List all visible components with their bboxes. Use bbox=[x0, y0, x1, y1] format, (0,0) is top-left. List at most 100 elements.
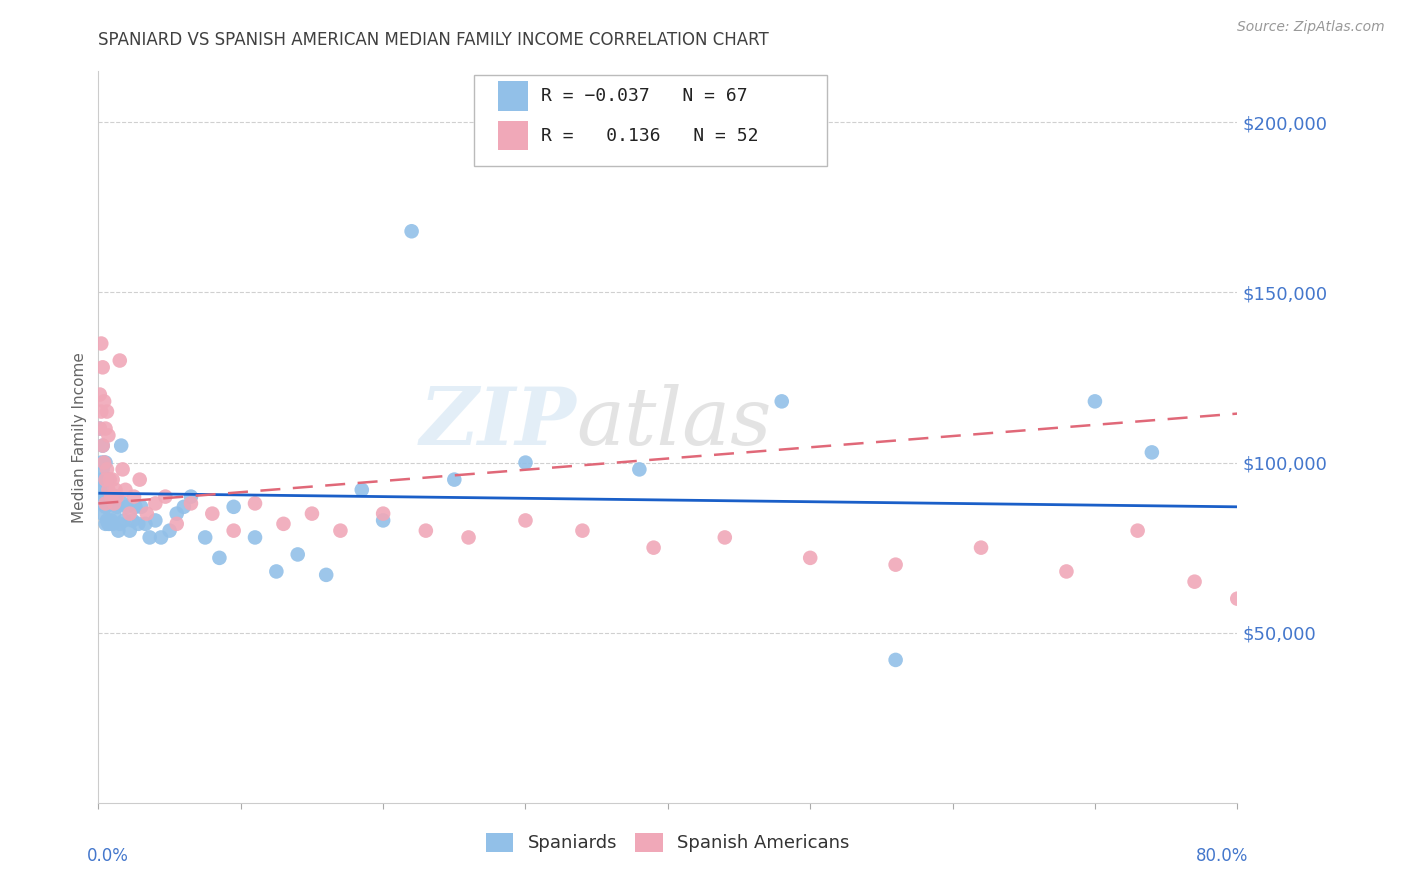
Point bbox=[94, 516, 117, 531]
Point bbox=[1056, 565, 1078, 579]
Point bbox=[100, 513, 122, 527]
Point bbox=[96, 473, 118, 487]
Point bbox=[89, 421, 111, 435]
FancyBboxPatch shape bbox=[474, 75, 827, 167]
Point bbox=[93, 496, 115, 510]
Point bbox=[91, 439, 114, 453]
Point bbox=[94, 473, 117, 487]
Point bbox=[101, 516, 124, 531]
Point bbox=[93, 456, 115, 470]
Point bbox=[134, 516, 156, 531]
Point bbox=[155, 490, 177, 504]
Point bbox=[121, 513, 143, 527]
Point bbox=[243, 496, 266, 510]
Point bbox=[112, 513, 135, 527]
Point bbox=[222, 524, 245, 538]
Point bbox=[166, 516, 188, 531]
Point bbox=[145, 496, 167, 510]
Point bbox=[97, 428, 120, 442]
Point bbox=[110, 439, 132, 453]
Point bbox=[159, 524, 181, 538]
Y-axis label: Median Family Income: Median Family Income bbox=[72, 351, 87, 523]
Point bbox=[104, 490, 127, 504]
Point bbox=[122, 490, 145, 504]
Point bbox=[111, 496, 134, 510]
Point bbox=[443, 473, 465, 487]
Point bbox=[91, 490, 114, 504]
Point bbox=[89, 387, 111, 401]
Point bbox=[129, 500, 152, 514]
Point bbox=[105, 500, 128, 514]
Point bbox=[571, 524, 593, 538]
Point bbox=[329, 524, 352, 538]
Point bbox=[104, 483, 127, 497]
Point bbox=[266, 565, 288, 579]
Point bbox=[1226, 591, 1249, 606]
Point bbox=[714, 531, 737, 545]
Point bbox=[150, 531, 173, 545]
Text: R =   0.136   N = 52: R = 0.136 N = 52 bbox=[541, 127, 759, 145]
Point bbox=[105, 490, 128, 504]
Point bbox=[135, 507, 157, 521]
Point bbox=[194, 531, 217, 545]
Point bbox=[96, 462, 118, 476]
Point bbox=[373, 513, 395, 527]
Point bbox=[107, 524, 129, 538]
Point bbox=[301, 507, 323, 521]
Point bbox=[89, 421, 111, 435]
Point bbox=[93, 394, 115, 409]
Point bbox=[108, 516, 131, 531]
Point bbox=[799, 550, 821, 565]
Point bbox=[315, 567, 337, 582]
Point bbox=[115, 500, 138, 514]
Point bbox=[94, 500, 117, 514]
Point bbox=[90, 456, 112, 470]
Point bbox=[118, 507, 141, 521]
Point bbox=[208, 550, 231, 565]
Text: ZIP: ZIP bbox=[420, 384, 576, 461]
Text: R = −0.037   N = 67: R = −0.037 N = 67 bbox=[541, 87, 748, 105]
Point bbox=[884, 653, 907, 667]
Point bbox=[100, 490, 122, 504]
Text: SPANIARD VS SPANISH AMERICAN MEDIAN FAMILY INCOME CORRELATION CHART: SPANIARD VS SPANISH AMERICAN MEDIAN FAMI… bbox=[98, 31, 769, 49]
Point bbox=[128, 473, 150, 487]
Point bbox=[401, 224, 423, 238]
Legend: Spaniards, Spanish Americans: Spaniards, Spanish Americans bbox=[479, 826, 856, 860]
Point bbox=[96, 513, 118, 527]
Text: 80.0%: 80.0% bbox=[1197, 847, 1249, 864]
Point bbox=[98, 496, 121, 510]
Point bbox=[91, 439, 114, 453]
Point bbox=[287, 548, 309, 562]
Point bbox=[96, 496, 118, 510]
Point bbox=[111, 462, 134, 476]
Point bbox=[91, 507, 114, 521]
Point bbox=[643, 541, 665, 555]
Text: Source: ZipAtlas.com: Source: ZipAtlas.com bbox=[1237, 20, 1385, 34]
Point bbox=[94, 483, 117, 497]
Point bbox=[180, 490, 202, 504]
Point bbox=[90, 336, 112, 351]
Point bbox=[93, 456, 115, 470]
Point bbox=[100, 490, 122, 504]
Point bbox=[97, 496, 120, 510]
Point bbox=[101, 490, 124, 504]
Point bbox=[373, 507, 395, 521]
Point bbox=[515, 513, 537, 527]
Point bbox=[89, 483, 111, 497]
Point bbox=[90, 473, 112, 487]
Point bbox=[98, 473, 121, 487]
Point bbox=[101, 473, 124, 487]
Point bbox=[97, 473, 120, 487]
Point bbox=[138, 531, 160, 545]
Point bbox=[628, 462, 651, 476]
Point bbox=[94, 421, 117, 435]
Point bbox=[103, 507, 125, 521]
Bar bbox=[498, 121, 527, 150]
Point bbox=[884, 558, 907, 572]
Point bbox=[222, 500, 245, 514]
Point bbox=[145, 513, 167, 527]
Point bbox=[970, 541, 993, 555]
Point bbox=[1140, 445, 1163, 459]
Bar bbox=[498, 81, 527, 111]
Point bbox=[415, 524, 437, 538]
